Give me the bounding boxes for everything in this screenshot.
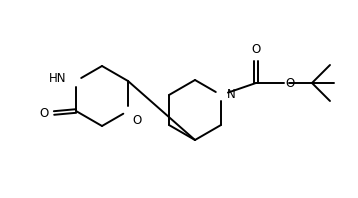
Text: N: N <box>227 88 236 101</box>
Text: O: O <box>285 76 295 89</box>
Text: HN: HN <box>49 71 66 85</box>
Text: O: O <box>40 107 49 120</box>
Text: O: O <box>251 43 261 56</box>
Text: O: O <box>132 114 141 127</box>
